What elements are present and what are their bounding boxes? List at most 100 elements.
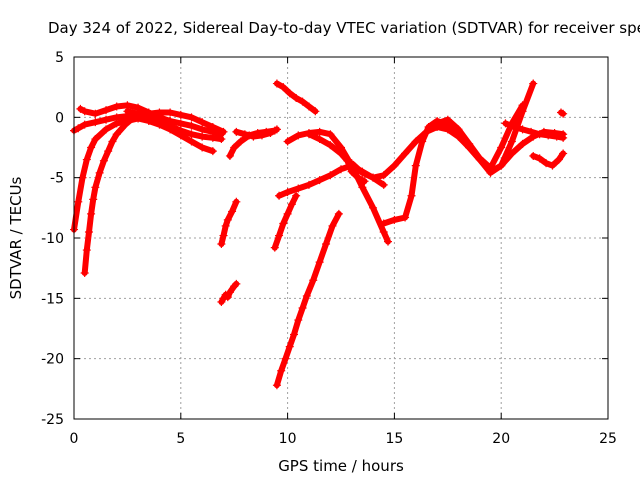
data-point — [123, 107, 132, 116]
x-tick-label: 20 — [492, 431, 510, 447]
data-point — [294, 316, 303, 325]
data-point — [328, 221, 337, 230]
data-point — [497, 161, 506, 170]
data-point — [322, 240, 331, 249]
data-point — [230, 143, 239, 152]
data-point — [112, 102, 121, 111]
y-tick-label: 5 — [55, 50, 64, 66]
data-point — [225, 288, 234, 297]
data-point — [91, 118, 100, 127]
data-point — [283, 137, 292, 146]
data-point — [249, 132, 258, 141]
data-point — [198, 143, 207, 152]
data-point — [285, 89, 294, 98]
data-point — [82, 246, 91, 255]
data-point — [270, 243, 279, 252]
data-point — [294, 131, 303, 140]
data-point — [527, 127, 536, 136]
data-point — [76, 104, 85, 113]
data-point — [407, 191, 416, 200]
data-point — [232, 127, 241, 136]
data-point — [89, 195, 98, 204]
data-point — [82, 155, 91, 164]
data-point — [379, 227, 388, 236]
data-point — [369, 203, 378, 212]
data-point — [232, 197, 241, 206]
data-point — [217, 135, 226, 144]
x-axis-label: GPS time / hours — [278, 457, 404, 475]
data-point — [144, 113, 153, 122]
data-point — [497, 143, 506, 152]
data-point — [272, 79, 281, 88]
data-point — [228, 207, 237, 216]
data-point — [208, 133, 217, 142]
data-point — [221, 221, 230, 230]
data-point — [208, 147, 217, 156]
data-point — [507, 137, 516, 146]
data-point — [102, 115, 111, 124]
data-point — [369, 173, 378, 182]
data-point — [501, 119, 510, 128]
data-point — [298, 303, 307, 312]
data-point — [80, 107, 89, 116]
data-point — [304, 130, 313, 139]
data-point — [225, 151, 234, 160]
data-point — [187, 121, 196, 130]
data-point — [379, 171, 388, 180]
data-point — [354, 173, 363, 182]
data-point — [401, 213, 410, 222]
data-point — [104, 147, 113, 156]
data-point — [272, 381, 281, 390]
data-point — [411, 161, 420, 170]
data-point — [544, 131, 553, 140]
data-point — [176, 110, 185, 119]
data-point — [102, 106, 111, 115]
data-point — [559, 133, 568, 142]
series-arc-04 — [80, 113, 138, 277]
series-line — [273, 210, 342, 389]
data-point — [518, 125, 527, 134]
grid-lines — [74, 57, 608, 419]
data-point — [559, 149, 568, 158]
data-point — [486, 164, 495, 173]
data-point — [443, 115, 452, 124]
data-point — [275, 191, 284, 200]
data-point — [112, 119, 121, 128]
data-point — [292, 94, 301, 103]
data-point — [134, 109, 143, 118]
data-point — [166, 108, 175, 117]
data-point — [294, 184, 303, 193]
series-arc-11 — [270, 191, 301, 252]
data-point — [236, 137, 245, 146]
data-plot-area — [70, 79, 568, 390]
data-point — [379, 219, 388, 228]
series-arc-10 — [272, 79, 320, 116]
data-point — [223, 293, 232, 302]
data-point — [326, 171, 335, 180]
series-arc-05 — [123, 107, 226, 144]
data-point — [198, 132, 207, 141]
data-point — [121, 120, 130, 129]
data-point — [542, 159, 551, 168]
data-point — [240, 130, 249, 139]
data-point — [315, 258, 324, 267]
y-tick-label: -5 — [50, 171, 64, 187]
data-point — [272, 125, 281, 134]
data-point — [418, 137, 427, 146]
data-point — [315, 135, 324, 144]
data-point — [454, 125, 463, 134]
data-point — [277, 366, 286, 375]
data-point — [510, 122, 519, 131]
data-point — [304, 180, 313, 189]
data-point — [465, 139, 474, 148]
x-tick-label: 15 — [385, 431, 403, 447]
data-point — [347, 159, 356, 168]
data-point — [548, 161, 557, 170]
data-point — [102, 125, 111, 134]
data-point — [287, 200, 296, 209]
data-point — [358, 183, 367, 192]
data-point — [298, 97, 307, 106]
data-point — [281, 354, 290, 363]
data-point — [311, 107, 320, 116]
axis-ticks: 0 5 10 15 20 25 -25 -20 -15 -10 -5 0 5 — [41, 50, 617, 447]
